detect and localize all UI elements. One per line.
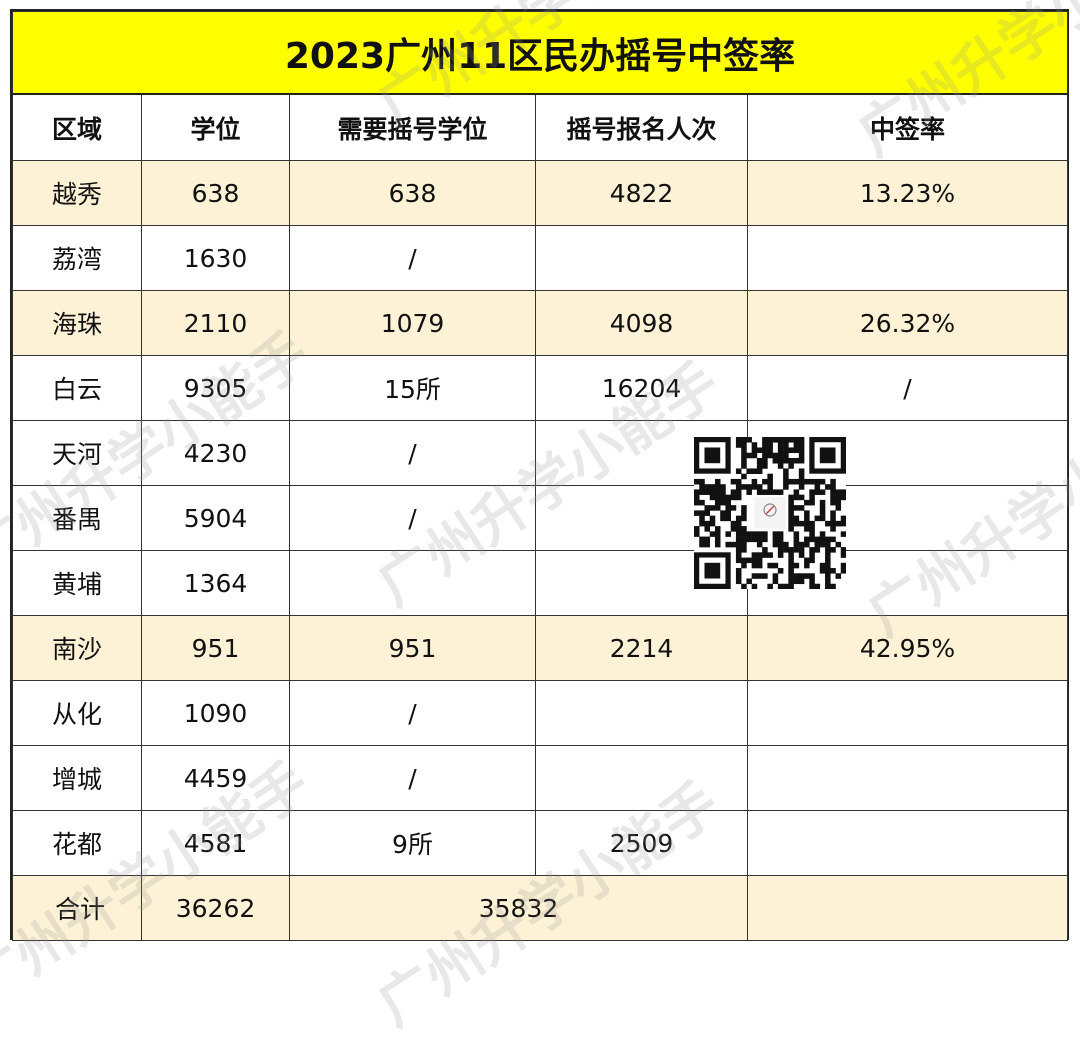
qr-code-icon xyxy=(694,437,847,590)
cell-win-rate xyxy=(746,225,1069,291)
cell-seats: 4459 xyxy=(141,745,290,811)
cell-applicants: 16204 xyxy=(535,355,748,421)
cell-lottery-seats: / xyxy=(289,485,536,551)
cell-region: 白云 xyxy=(12,355,142,421)
cell-seats: 5904 xyxy=(141,485,290,551)
cell-seats: 951 xyxy=(141,615,290,681)
cell-lottery-seats: / xyxy=(289,420,536,486)
cell-applicants xyxy=(535,745,748,811)
cell-applicants: 4098 xyxy=(535,290,748,356)
cell-seats: 1630 xyxy=(141,225,290,291)
cell-seats: 1364 xyxy=(141,550,290,616)
cell-seats: 4581 xyxy=(141,810,290,876)
total-win-rate xyxy=(746,875,1069,941)
table-row: 天河 4230 / xyxy=(12,420,1069,486)
header-applicants: 摇号报名人次 xyxy=(535,93,748,161)
lottery-rate-table: 2023广州11区民办摇号中签率 区域 学位 需要摇号学位 摇号报名人次 中签率… xyxy=(11,11,1069,941)
qr-code-image xyxy=(694,437,847,590)
cell-region: 海珠 xyxy=(12,290,142,356)
header-win-rate: 中签率 xyxy=(746,93,1069,161)
cell-region: 荔湾 xyxy=(12,225,142,291)
table-row: 荔湾 1630 / xyxy=(12,225,1069,291)
cell-region: 花都 xyxy=(12,810,142,876)
cell-applicants xyxy=(535,680,748,746)
table-row: 增城 4459 / xyxy=(12,745,1069,811)
cell-applicants: 2509 xyxy=(535,810,748,876)
header-seats: 学位 xyxy=(141,93,290,161)
cell-region: 南沙 xyxy=(12,615,142,681)
cell-lottery-seats xyxy=(289,550,536,616)
total-label: 合计 xyxy=(12,875,142,941)
cell-lottery-seats: 15所 xyxy=(289,355,536,421)
cell-win-rate xyxy=(746,745,1069,811)
cell-seats: 1090 xyxy=(141,680,290,746)
cell-lottery-seats: / xyxy=(289,680,536,746)
cell-win-rate xyxy=(746,680,1069,746)
cell-win-rate: 13.23% xyxy=(746,160,1069,226)
cell-lottery-seats: / xyxy=(289,225,536,291)
cell-seats: 2110 xyxy=(141,290,290,356)
cell-seats: 4230 xyxy=(141,420,290,486)
cell-lottery-seats: 951 xyxy=(289,615,536,681)
cell-win-rate: / xyxy=(746,355,1069,421)
header-region: 区域 xyxy=(12,93,142,161)
header-row: 区域 学位 需要摇号学位 摇号报名人次 中签率 xyxy=(12,93,1069,161)
cell-lottery-seats: / xyxy=(289,745,536,811)
table-row: 越秀 638 638 4822 13.23% xyxy=(12,160,1069,226)
cell-lottery-seats: 9所 xyxy=(289,810,536,876)
total-seats: 36262 xyxy=(141,875,290,941)
cell-applicants: 4822 xyxy=(535,160,748,226)
title-row: 2023广州11区民办摇号中签率 xyxy=(11,11,1069,95)
total-row: 合计 36262 35832 xyxy=(12,875,1069,941)
table-row: 白云 9305 15所 16204 / xyxy=(12,355,1069,421)
cell-region: 越秀 xyxy=(12,160,142,226)
cell-lottery-seats: 638 xyxy=(289,160,536,226)
table-title: 2023广州11区民办摇号中签率 xyxy=(11,11,1069,95)
cell-region: 天河 xyxy=(12,420,142,486)
cell-seats: 9305 xyxy=(141,355,290,421)
table-row: 花都 4581 9所 2509 xyxy=(12,810,1069,876)
cell-region: 番禺 xyxy=(12,485,142,551)
table-row: 番禺 5904 / xyxy=(12,485,1069,551)
cell-region: 黄埔 xyxy=(12,550,142,616)
cell-win-rate: 26.32% xyxy=(746,290,1069,356)
table-row: 海珠 2110 1079 4098 26.32% xyxy=(12,290,1069,356)
cell-applicants: 2214 xyxy=(535,615,748,681)
header-lottery-seats: 需要摇号学位 xyxy=(289,93,536,161)
total-lottery-value: 35832 xyxy=(289,875,748,941)
cell-applicants xyxy=(535,225,748,291)
cell-win-rate xyxy=(746,810,1069,876)
cell-region: 增城 xyxy=(12,745,142,811)
table-row: 南沙 951 951 2214 42.95% xyxy=(12,615,1069,681)
cell-lottery-seats: 1079 xyxy=(289,290,536,356)
cell-region: 从化 xyxy=(12,680,142,746)
cell-seats: 638 xyxy=(141,160,290,226)
table-row: 黄埔 1364 xyxy=(12,550,1069,616)
lottery-table-sheet: 2023广州11区民办摇号中签率 区域 学位 需要摇号学位 摇号报名人次 中签率… xyxy=(10,9,1069,941)
cell-win-rate: 42.95% xyxy=(746,615,1069,681)
table-row: 从化 1090 / xyxy=(12,680,1069,746)
